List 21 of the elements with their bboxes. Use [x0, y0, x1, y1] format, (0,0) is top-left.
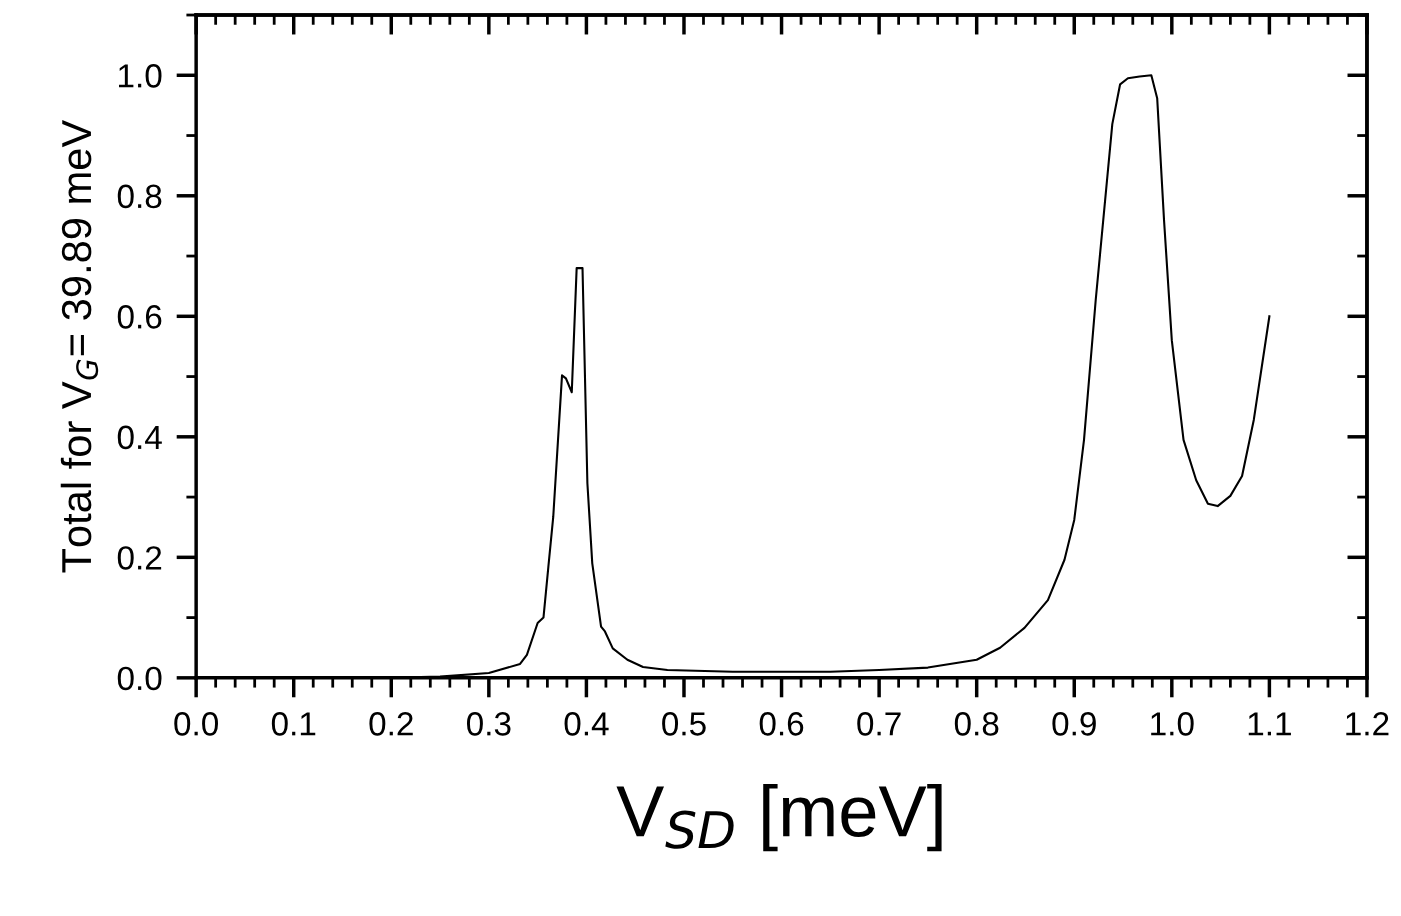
x-tick-label: 0.8	[954, 712, 999, 736]
x-tick-label: 0.7	[857, 712, 901, 736]
x-tick-label: 0.5	[662, 712, 706, 736]
y-tick-label: 0.8	[117, 184, 162, 209]
x-tick-label: 0.1	[271, 712, 316, 736]
y-axis-title: Total for V$_{G}$= 39.89 meV	[60, 119, 99, 573]
y-tick-label: 0.0	[117, 666, 162, 691]
x-tick-label: 0.9	[1052, 712, 1096, 736]
x-tick-label: 0.6	[759, 712, 804, 736]
x-tick-label: 0.3	[466, 712, 511, 736]
x-tick-label: 1.0	[1151, 712, 1194, 736]
x-axis-title: V$_{SD}$ [meV]	[616, 783, 942, 852]
y-tick-label: 0.2	[117, 546, 162, 570]
x-tick-label: 1.2	[1346, 712, 1389, 736]
x-tick-label: 0.4	[564, 712, 609, 736]
x-tick-label: 0.0	[174, 712, 219, 736]
y-tick-label: 0.6	[117, 305, 162, 329]
x-tick-label: 0.2	[369, 712, 413, 736]
y-tick-label: 1.0	[119, 64, 162, 88]
y-tick-label: 0.4	[117, 425, 162, 450]
x-tick-label: 1.1	[1248, 712, 1291, 736]
